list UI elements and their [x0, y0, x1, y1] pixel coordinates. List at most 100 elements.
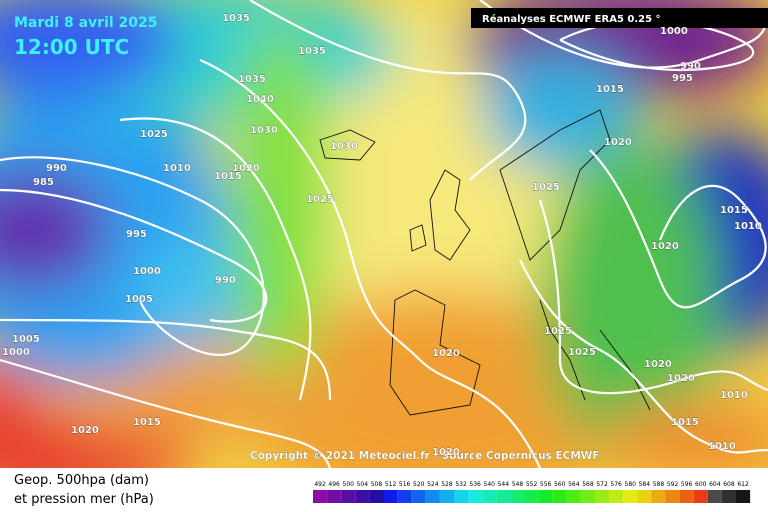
isobar-label: 1000	[660, 26, 688, 37]
scale-swatch	[341, 490, 356, 503]
scale-swatch	[439, 490, 454, 503]
scale-swatch	[496, 490, 511, 503]
map-date: Mardi 8 avril 2025	[14, 15, 158, 31]
isobar-label: 1030	[250, 125, 278, 136]
source-badge: Réanalyses ECMWF ERA5 0.25 °	[482, 13, 661, 25]
isobar-label: 1030	[330, 141, 358, 152]
scale-swatch	[609, 490, 624, 503]
scale-swatch	[454, 490, 469, 503]
scale-label: 544	[498, 481, 510, 488]
scale-swatch	[369, 490, 384, 503]
scale-label: 508	[371, 481, 383, 488]
scale-swatch	[468, 490, 483, 503]
isobar-label: 1010	[708, 441, 736, 452]
isobar-label: 1005	[125, 294, 153, 305]
scale-swatch	[524, 490, 539, 503]
scale-label: 580	[625, 481, 637, 488]
isobar-label: 1025	[532, 182, 560, 193]
isobar-label: 1025	[544, 326, 572, 337]
isobar-label: 1005	[12, 334, 40, 345]
scale-swatch	[707, 490, 722, 503]
scale-swatch	[411, 490, 426, 503]
isobar-label: 1015	[720, 205, 748, 216]
isobar-label: 1010	[734, 221, 762, 232]
isobar-label: 1020	[432, 447, 460, 458]
isobar-label: 1010	[720, 390, 748, 401]
scale-label: 540	[484, 481, 496, 488]
isobar-label: 1025	[568, 347, 596, 358]
source-badge-bg	[471, 8, 768, 28]
footer-line2: et pression mer (hPa)	[14, 492, 154, 507]
scale-swatch	[595, 490, 610, 503]
scale-label: 600	[695, 481, 707, 488]
isobar-label: 995	[672, 73, 693, 84]
isobars	[0, 0, 768, 468]
scale-label: 592	[667, 481, 679, 488]
scale-swatch	[355, 490, 370, 503]
isobar-label: 1040	[246, 94, 274, 105]
isobar-label: 1020	[644, 359, 672, 370]
scale-label: 572	[596, 481, 608, 488]
scale-swatch	[651, 490, 666, 503]
isobar-label: 1000	[133, 266, 161, 277]
isobar-label: 1025	[140, 129, 168, 140]
isobar-label: 1015	[596, 84, 624, 95]
isobar-labels: 1035 1035 1035 1040 1025 1030 1030 1010 1020 1015…	[2, 13, 762, 458]
scale-label: 524	[427, 481, 439, 488]
scale-label: 568	[582, 481, 594, 488]
scale-swatch	[679, 490, 694, 503]
map-time: 12:00 UTC	[14, 35, 129, 59]
scale-label: 532	[455, 481, 467, 488]
isobar-label: 1015	[671, 417, 699, 428]
scale-label: 552	[526, 481, 538, 488]
scale-label: 612	[737, 481, 749, 488]
scale-swatch	[313, 490, 328, 503]
isobar-label: 1020	[651, 241, 679, 252]
scale-label: 548	[512, 481, 524, 488]
scale-label: 576	[610, 481, 622, 488]
scale-label: 516	[399, 481, 411, 488]
scale-swatch	[721, 490, 736, 503]
scale-label: 504	[357, 481, 369, 488]
scale-label: 496	[328, 481, 340, 488]
scale-swatch	[693, 490, 708, 503]
scale-swatch	[327, 490, 342, 503]
isobar-label: 1035	[222, 13, 250, 24]
scale-swatch	[383, 490, 398, 503]
isobar-label: 990	[680, 61, 701, 72]
scale-swatch	[397, 490, 412, 503]
scale-swatch	[665, 490, 680, 503]
scale-swatch	[538, 490, 553, 503]
scale-label: 608	[723, 481, 735, 488]
footer-line1: Geop. 500hpa (dam)	[14, 473, 149, 488]
scale-swatch	[510, 490, 525, 503]
scale-label: 528	[441, 481, 453, 488]
scale-label: 520	[413, 481, 425, 488]
scale-label: 584	[639, 481, 651, 488]
isobar-label: 1020	[71, 425, 99, 436]
isobar-label: 1020	[604, 137, 632, 148]
scale-label: 512	[385, 481, 397, 488]
isobar-label: 1035	[298, 46, 326, 57]
scale-swatch	[566, 490, 581, 503]
isobar-label: 995	[126, 229, 147, 240]
scale-label: 500	[343, 481, 355, 488]
isobar-label: 1015	[214, 171, 242, 182]
scale-label: 588	[653, 481, 665, 488]
isobar-label: 985	[33, 177, 54, 188]
isobar-label: 1020	[667, 373, 695, 384]
color-scale: 492 496 500 504 508 512 516 520 524 528 532 536 540 5…	[313, 481, 751, 503]
isobar-label: 1035	[238, 74, 266, 85]
isobar-label: 990	[215, 275, 236, 286]
scale-label: 604	[709, 481, 721, 488]
scale-swatch	[482, 490, 497, 503]
isobar-label: 1000	[2, 347, 30, 358]
scale-swatch	[552, 490, 567, 503]
scale-label: 556	[540, 481, 552, 488]
scale-label: 596	[681, 481, 693, 488]
scale-label: 536	[469, 481, 481, 488]
scale-label: 564	[568, 481, 580, 488]
scale-label: 560	[554, 481, 566, 488]
